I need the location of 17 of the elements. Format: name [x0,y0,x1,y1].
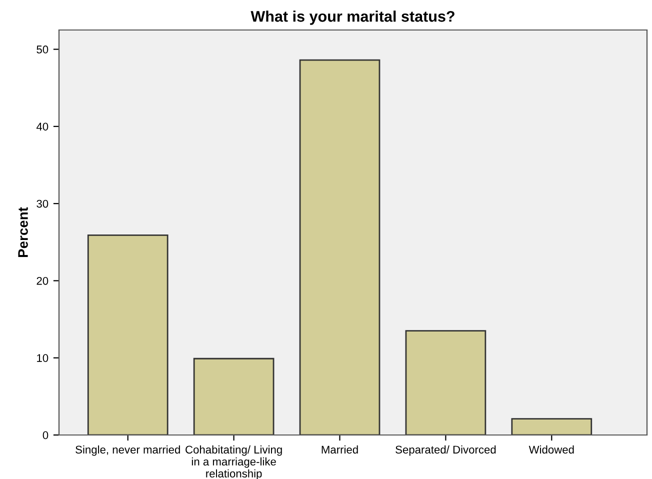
y-tick-label: 0 [42,431,48,440]
y-tick-label: 50 [36,46,48,54]
y-tick-label: 10 [37,354,48,362]
y-tick-label: 30 [36,200,48,208]
x-tick-label: Widowed [528,445,574,454]
y-axis-title: Percent [18,207,28,258]
chart-title: What is your marital status? [250,10,454,25]
bar [299,59,380,435]
y-tick-label: 40 [36,122,48,131]
bar [405,330,486,435]
y-tick-label: 20 [36,276,48,285]
bar [87,234,168,435]
x-tick-label: Married [322,445,358,454]
bar [193,358,274,435]
x-tick-label: Separated/ Divorced [396,445,496,456]
x-tick-label: Single, never married [76,445,180,456]
bar [511,418,592,435]
